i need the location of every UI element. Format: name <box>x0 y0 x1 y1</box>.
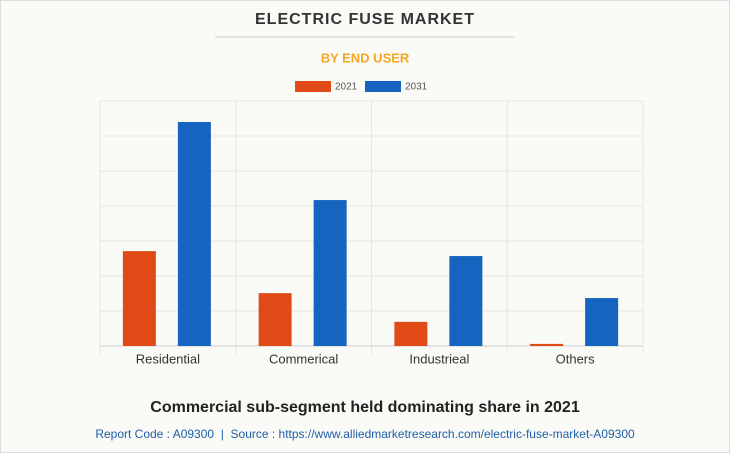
x-tick-label: Commerical <box>269 351 338 366</box>
legend-label: 2031 <box>405 82 428 93</box>
bar <box>449 256 483 346</box>
bar <box>530 343 564 346</box>
caption: Commercial sub-segment held dominating s… <box>150 399 580 416</box>
chart-subtitle: BY END USER <box>321 50 410 65</box>
legend-swatch <box>365 81 401 92</box>
legend-swatch <box>295 81 331 92</box>
x-tick-label: Industrieal <box>409 351 469 366</box>
x-tick-label: Residential <box>136 351 200 366</box>
bar <box>394 321 428 346</box>
source: Report Code : A09300 | Source : https://… <box>95 427 635 441</box>
x-tick-label: Others <box>556 351 596 366</box>
chart-title: ELECTRIC FUSE MARKET <box>255 11 475 28</box>
bar <box>258 293 292 346</box>
bar <box>177 122 211 346</box>
bar <box>313 200 347 346</box>
bar <box>122 251 156 346</box>
legend-label: 2021 <box>335 82 358 93</box>
bar <box>585 298 619 346</box>
